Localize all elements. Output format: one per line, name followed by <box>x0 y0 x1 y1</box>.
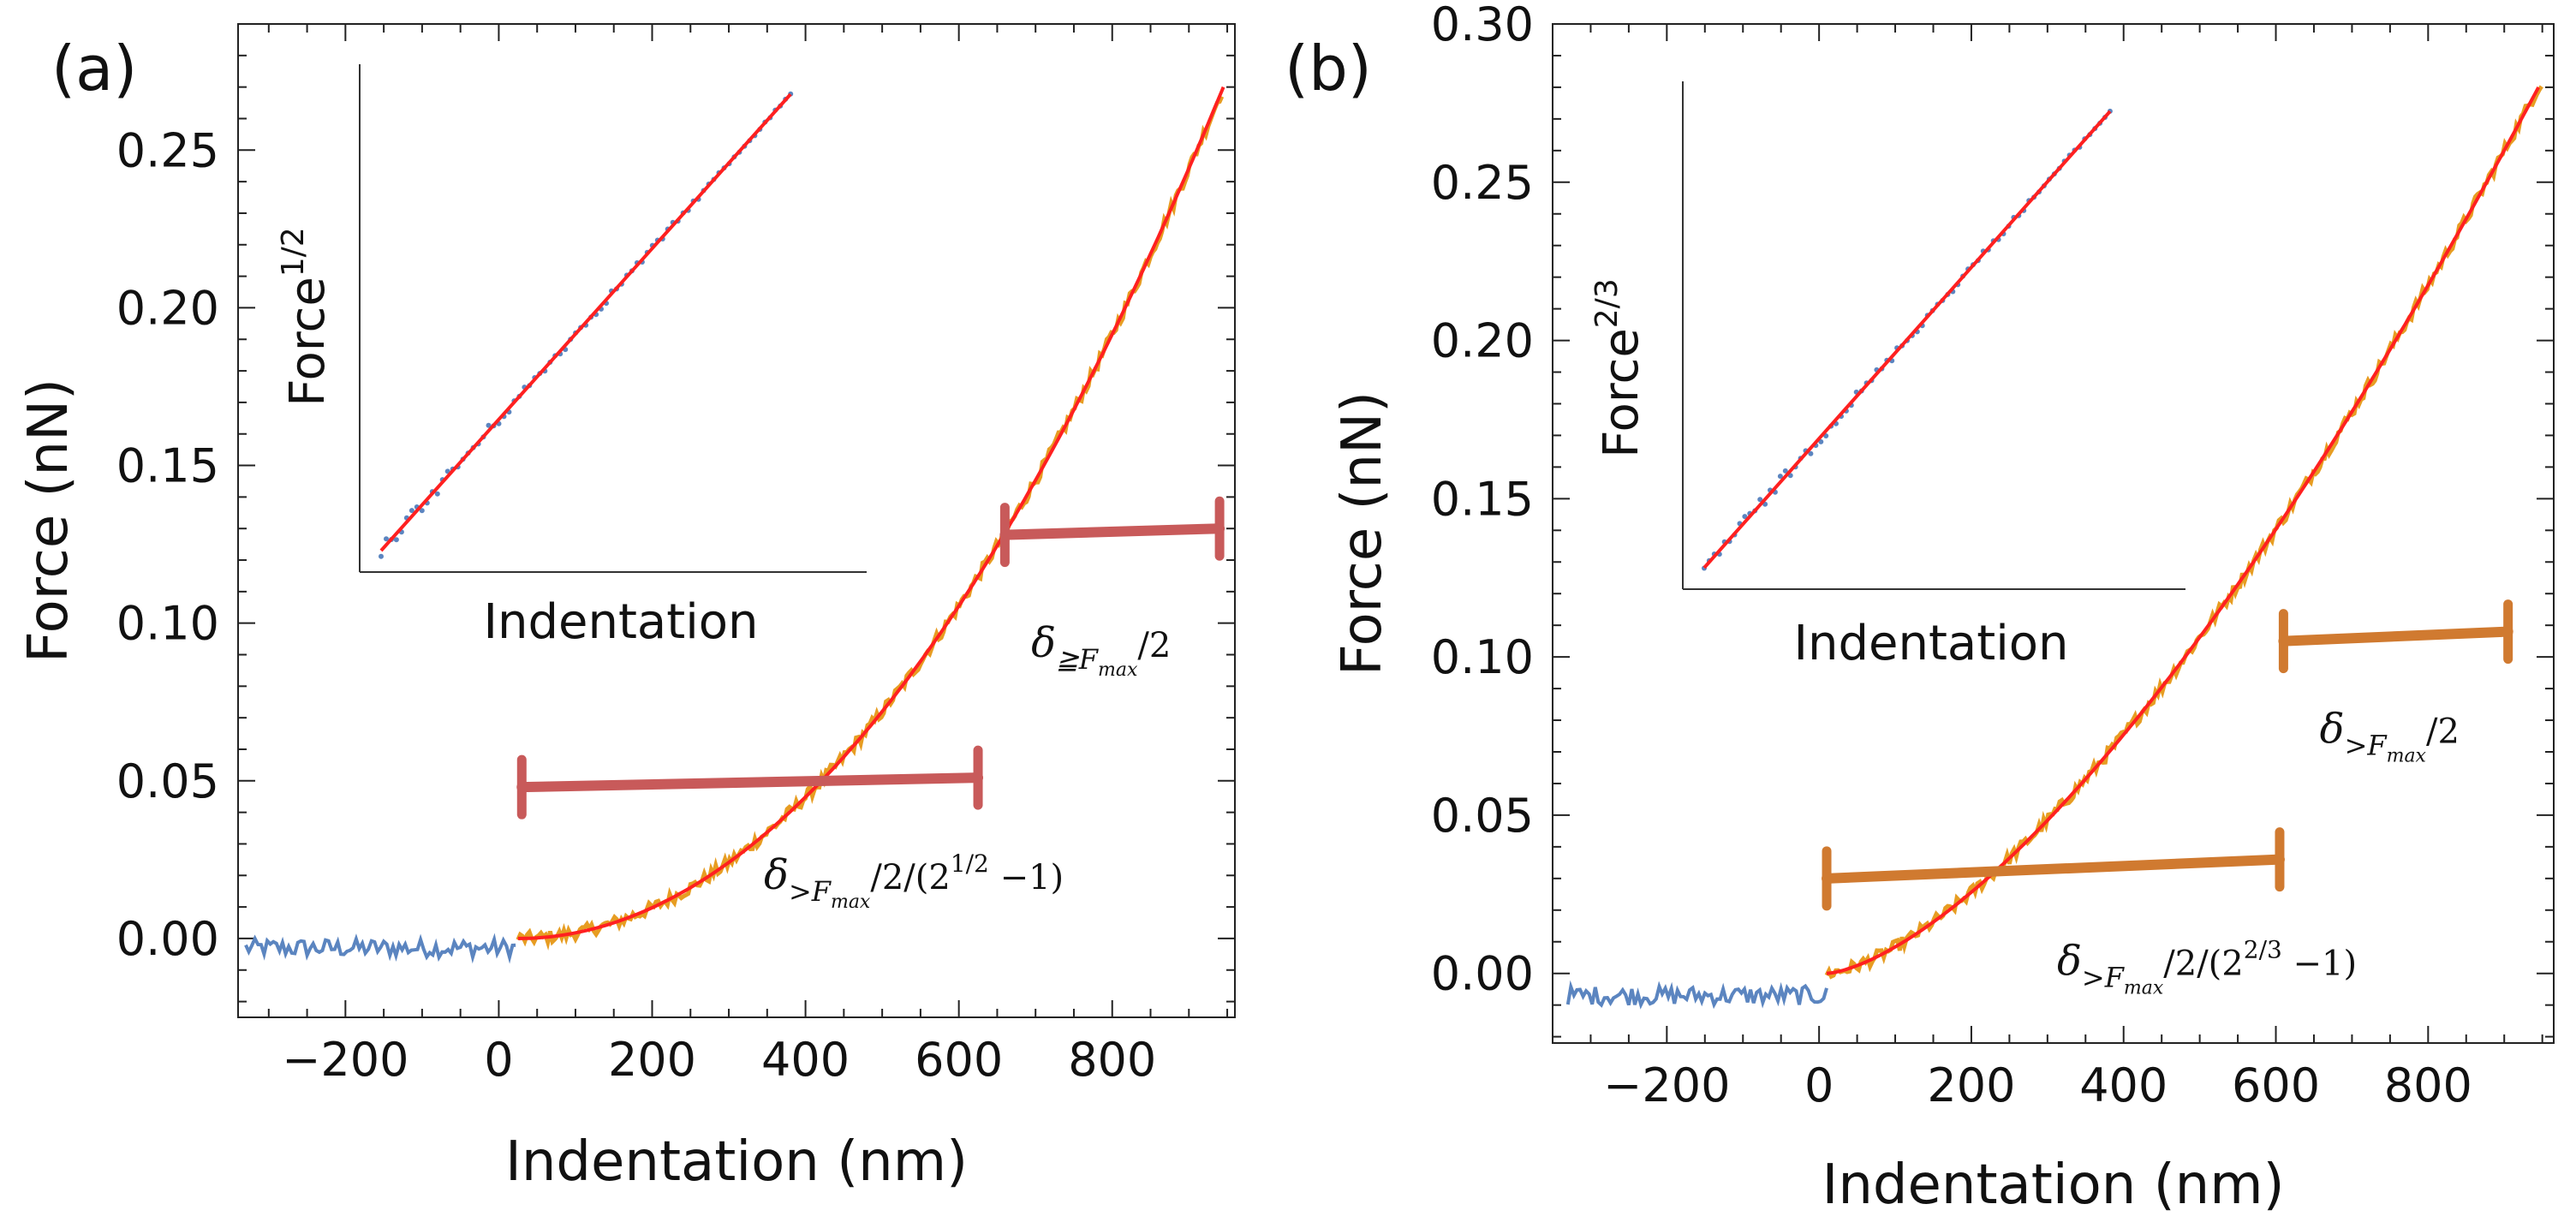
inset-data-point <box>1757 497 1763 503</box>
y-tick-label: 0.15 <box>116 439 219 493</box>
y-axis-label: Force (nN) <box>1331 391 1394 676</box>
x-axis-label: Indentation (nm) <box>505 1130 968 1194</box>
scale-bar-long <box>516 772 984 793</box>
x-tick-label: −200 <box>1603 1058 1730 1112</box>
plot-frame <box>1552 23 2555 1044</box>
inset-data-point <box>384 536 389 542</box>
inset-data-point <box>379 553 384 559</box>
panel-b: (b) −200 0 200 400 600 800 0.00 0.05 0.10 0.15 0.20… <box>1285 0 2555 1217</box>
fit-curve <box>1826 86 2540 975</box>
x-tick-label: −200 <box>282 1033 408 1087</box>
x-axis-label: Indentation (nm) <box>1822 1153 2284 1217</box>
y-tick-label: 0.00 <box>1431 947 1534 1001</box>
x-tick-label: 600 <box>915 1033 1003 1087</box>
x-tick-label: 200 <box>608 1033 696 1087</box>
inset-x-label: Indentation <box>1793 616 2068 671</box>
scale-bar-label-short: δ>Fmax/2 <box>2320 706 2460 767</box>
panel-a: (a) −200 0 200 400 600 800 0.00 0.05 0.10 0.15 0.20… <box>17 23 1236 1194</box>
inset-data-point <box>434 491 440 497</box>
scale-bar-short <box>2278 626 2513 647</box>
x-tick-label: 800 <box>1068 1033 1156 1087</box>
scale-bar-short <box>999 523 1225 540</box>
inset-data-point <box>408 508 414 514</box>
panel-label: (a) <box>51 33 137 104</box>
inset-fit-line <box>379 92 792 552</box>
inset-data-point <box>1777 474 1783 480</box>
inset-fit-line <box>1702 110 2112 569</box>
x-tick-label: 0 <box>484 1033 513 1087</box>
inset-data-point <box>393 537 399 543</box>
inset-data-point <box>1808 450 1814 456</box>
inset-data-point <box>419 508 425 514</box>
inset-data-point <box>1782 468 1788 474</box>
scale-bar-label-long: δ>Fmax/2/(22/3 −1) <box>2057 936 2357 999</box>
y-tick-label: 0.05 <box>1431 789 1534 843</box>
y-tick-label: 0.10 <box>116 597 219 651</box>
x-tick-label: 200 <box>1927 1058 2015 1112</box>
y-tick-label: 0.25 <box>116 123 219 177</box>
inset-y-label: Force2/3 <box>1589 278 1649 457</box>
contact-data-series <box>516 95 1225 951</box>
inset-data-point <box>486 422 492 428</box>
pre-contact-series <box>1565 980 1828 1010</box>
fit-curve <box>517 86 1225 940</box>
panel-label: (b) <box>1285 33 1372 104</box>
y-tick-label: 0.15 <box>1431 472 1534 526</box>
inset-y-label: Force1/2 <box>276 227 336 406</box>
inset-data-point <box>1742 514 1748 520</box>
y-tick-label: 0.00 <box>116 912 219 966</box>
scale-bar-label-long: δ>Fmax/2/(21/2 −1) <box>764 849 1064 913</box>
scale-bar-long <box>1822 854 2285 884</box>
x-tick-label: 600 <box>2232 1058 2320 1112</box>
inset: Indentation Force2/3 <box>1589 81 2185 671</box>
scale-bar-label-short: δ≧Fmax/2 <box>1031 619 1171 681</box>
x-tick-label: 400 <box>2079 1058 2168 1112</box>
x-tick-label: 0 <box>1804 1058 1834 1112</box>
y-tick-label: 0.20 <box>116 281 219 335</box>
plot-frame <box>237 23 1236 1018</box>
inset: Indentation Force1/2 <box>276 64 867 650</box>
y-tick-label: 0.20 <box>1431 314 1534 368</box>
x-tick-label: 800 <box>2384 1058 2472 1112</box>
y-tick-label: 0.10 <box>1431 630 1534 684</box>
contact-data-series <box>1824 85 2543 980</box>
pre-contact-series <box>244 933 516 964</box>
inset-x-label: Indentation <box>483 594 758 650</box>
y-axis-label: Force (nN) <box>17 379 80 663</box>
x-tick-label: 400 <box>761 1033 850 1087</box>
y-tick-label: 0.30 <box>1431 0 1534 51</box>
y-tick-label: 0.05 <box>116 754 219 808</box>
y-tick-label: 0.25 <box>1431 156 1534 210</box>
